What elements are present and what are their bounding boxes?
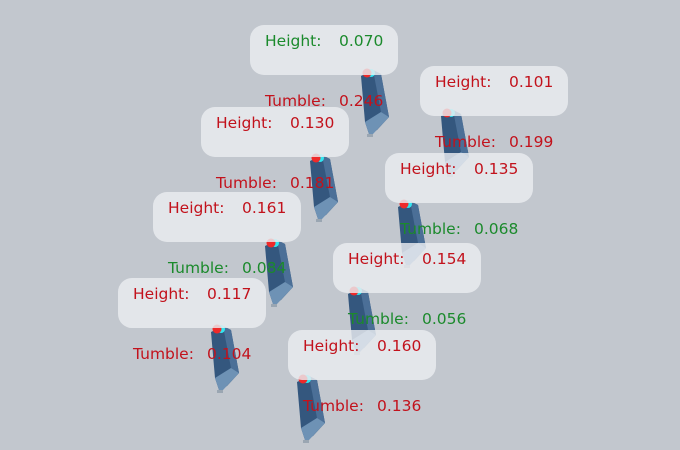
- height-key: Height:: [400, 160, 457, 178]
- height-row: Height: 0.161: [168, 198, 301, 218]
- height-value: 0.160: [377, 337, 422, 355]
- part-side-face: [277, 240, 293, 287]
- height-value: 0.117: [207, 285, 252, 303]
- part-base: [303, 440, 309, 443]
- height-row: Height: 0.117: [133, 284, 266, 304]
- height-value: 0.130: [290, 114, 335, 132]
- part-side-face: [373, 70, 389, 117]
- part-base: [217, 390, 223, 393]
- height-row: Height: 0.101: [435, 72, 568, 92]
- part-side-face: [410, 201, 426, 248]
- tumble-value: 0.136: [377, 397, 422, 415]
- part-object[interactable]: [265, 238, 293, 308]
- tumble-value: 0.199: [509, 133, 554, 151]
- part-bottom-face: [365, 112, 389, 134]
- tumble-row: Tumble: 0.136: [303, 396, 436, 416]
- tumble-row: Tumble: 0.084: [168, 258, 301, 278]
- tumble-key: Tumble:: [168, 259, 229, 277]
- tumble-value: 0.104: [207, 345, 252, 363]
- part-bottom-face: [314, 197, 338, 219]
- tumble-value: 0.084: [242, 259, 287, 277]
- tumble-key: Tumble:: [216, 174, 277, 192]
- height-key: Height:: [265, 32, 322, 50]
- tumble-key: Tumble:: [303, 397, 364, 415]
- part-side-face: [453, 110, 469, 157]
- measurement-label: Height: 0.160 Tumble: 0.136: [288, 330, 436, 415]
- measurement-label: Height: 0.154 Tumble: 0.056: [333, 243, 481, 328]
- part-base: [271, 304, 277, 307]
- height-value: 0.154: [422, 250, 467, 268]
- measurement-label: Height: 0.135 Tumble: 0.068: [385, 153, 533, 238]
- tumble-row: Tumble: 0.246: [265, 91, 398, 111]
- tumble-value: 0.056: [422, 310, 467, 328]
- part-side-face: [322, 155, 338, 202]
- height-row: Height: 0.070: [265, 31, 398, 51]
- height-key: Height:: [303, 337, 360, 355]
- part-bottom-face: [301, 418, 325, 440]
- height-row: Height: 0.154: [348, 249, 481, 269]
- part-side-face: [223, 326, 239, 373]
- tumble-key: Tumble:: [435, 133, 496, 151]
- measurement-label: Height: 0.130 Tumble: 0.181: [201, 107, 349, 192]
- measurement-label: Height: 0.101 Tumble: 0.199: [420, 66, 568, 151]
- tumble-value: 0.068: [474, 220, 519, 238]
- tumble-row: Tumble: 0.056: [348, 309, 481, 329]
- part-side-face: [360, 288, 376, 335]
- tumble-value: 0.181: [290, 174, 335, 192]
- tumble-key: Tumble:: [400, 220, 461, 238]
- measurement-label: Height: 0.117 Tumble: 0.104: [118, 278, 266, 363]
- measurement-label: Height: 0.070 Tumble: 0.246: [250, 25, 398, 110]
- part-object[interactable]: [310, 153, 338, 223]
- part-base: [367, 134, 373, 137]
- part-side-face: [309, 376, 325, 423]
- height-key: Height:: [435, 73, 492, 91]
- height-row: Height: 0.160: [303, 336, 436, 356]
- tumble-value: 0.246: [339, 92, 384, 110]
- tumble-row: Tumble: 0.199: [435, 132, 568, 152]
- tumble-key: Tumble:: [265, 92, 326, 110]
- part-bottom-face: [269, 282, 293, 304]
- height-key: Height:: [348, 250, 405, 268]
- height-row: Height: 0.135: [400, 159, 533, 179]
- part-bottom-face: [215, 368, 239, 390]
- tumble-row: Tumble: 0.181: [216, 173, 349, 193]
- tumble-row: Tumble: 0.104: [133, 344, 266, 364]
- height-key: Height:: [133, 285, 190, 303]
- part-object[interactable]: [361, 68, 389, 138]
- height-value: 0.070: [339, 32, 384, 50]
- tumble-row: Tumble: 0.068: [400, 219, 533, 239]
- height-key: Height:: [216, 114, 273, 132]
- tumble-key: Tumble:: [348, 310, 409, 328]
- tumble-key: Tumble:: [133, 345, 194, 363]
- part-object[interactable]: [211, 324, 239, 394]
- height-row: Height: 0.130: [216, 113, 349, 133]
- height-value: 0.161: [242, 199, 287, 217]
- part-base: [316, 219, 322, 222]
- height-key: Height:: [168, 199, 225, 217]
- measurement-label: Height: 0.161 Tumble: 0.084: [153, 192, 301, 277]
- height-value: 0.101: [509, 73, 554, 91]
- height-value: 0.135: [474, 160, 519, 178]
